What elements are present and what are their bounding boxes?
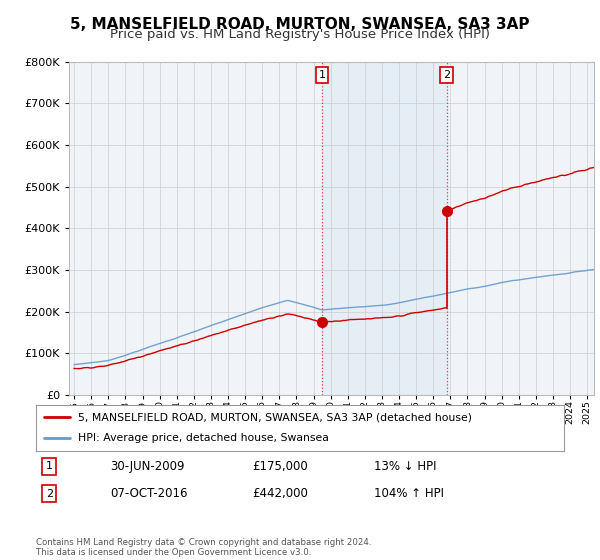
- Text: 07-OCT-2016: 07-OCT-2016: [110, 487, 187, 500]
- Text: HPI: Average price, detached house, Swansea: HPI: Average price, detached house, Swan…: [78, 433, 329, 444]
- Text: 1: 1: [319, 70, 326, 80]
- Text: 30-JUN-2009: 30-JUN-2009: [110, 460, 184, 473]
- Text: 5, MANSELFIELD ROAD, MURTON, SWANSEA, SA3 3AP: 5, MANSELFIELD ROAD, MURTON, SWANSEA, SA…: [70, 17, 530, 32]
- Text: Price paid vs. HM Land Registry's House Price Index (HPI): Price paid vs. HM Land Registry's House …: [110, 28, 490, 41]
- Text: 5, MANSELFIELD ROAD, MURTON, SWANSEA, SA3 3AP (detached house): 5, MANSELFIELD ROAD, MURTON, SWANSEA, SA…: [78, 412, 472, 422]
- Bar: [322, 62, 447, 395]
- Text: Contains HM Land Registry data © Crown copyright and database right 2024.
This d: Contains HM Land Registry data © Crown c…: [36, 538, 371, 557]
- Text: 2: 2: [46, 489, 53, 498]
- Text: £175,000: £175,000: [253, 460, 308, 473]
- Text: 1: 1: [46, 461, 53, 472]
- Text: 2: 2: [443, 70, 451, 80]
- Text: 13% ↓ HPI: 13% ↓ HPI: [374, 460, 436, 473]
- Text: £442,000: £442,000: [253, 487, 308, 500]
- Text: 104% ↑ HPI: 104% ↑ HPI: [374, 487, 444, 500]
